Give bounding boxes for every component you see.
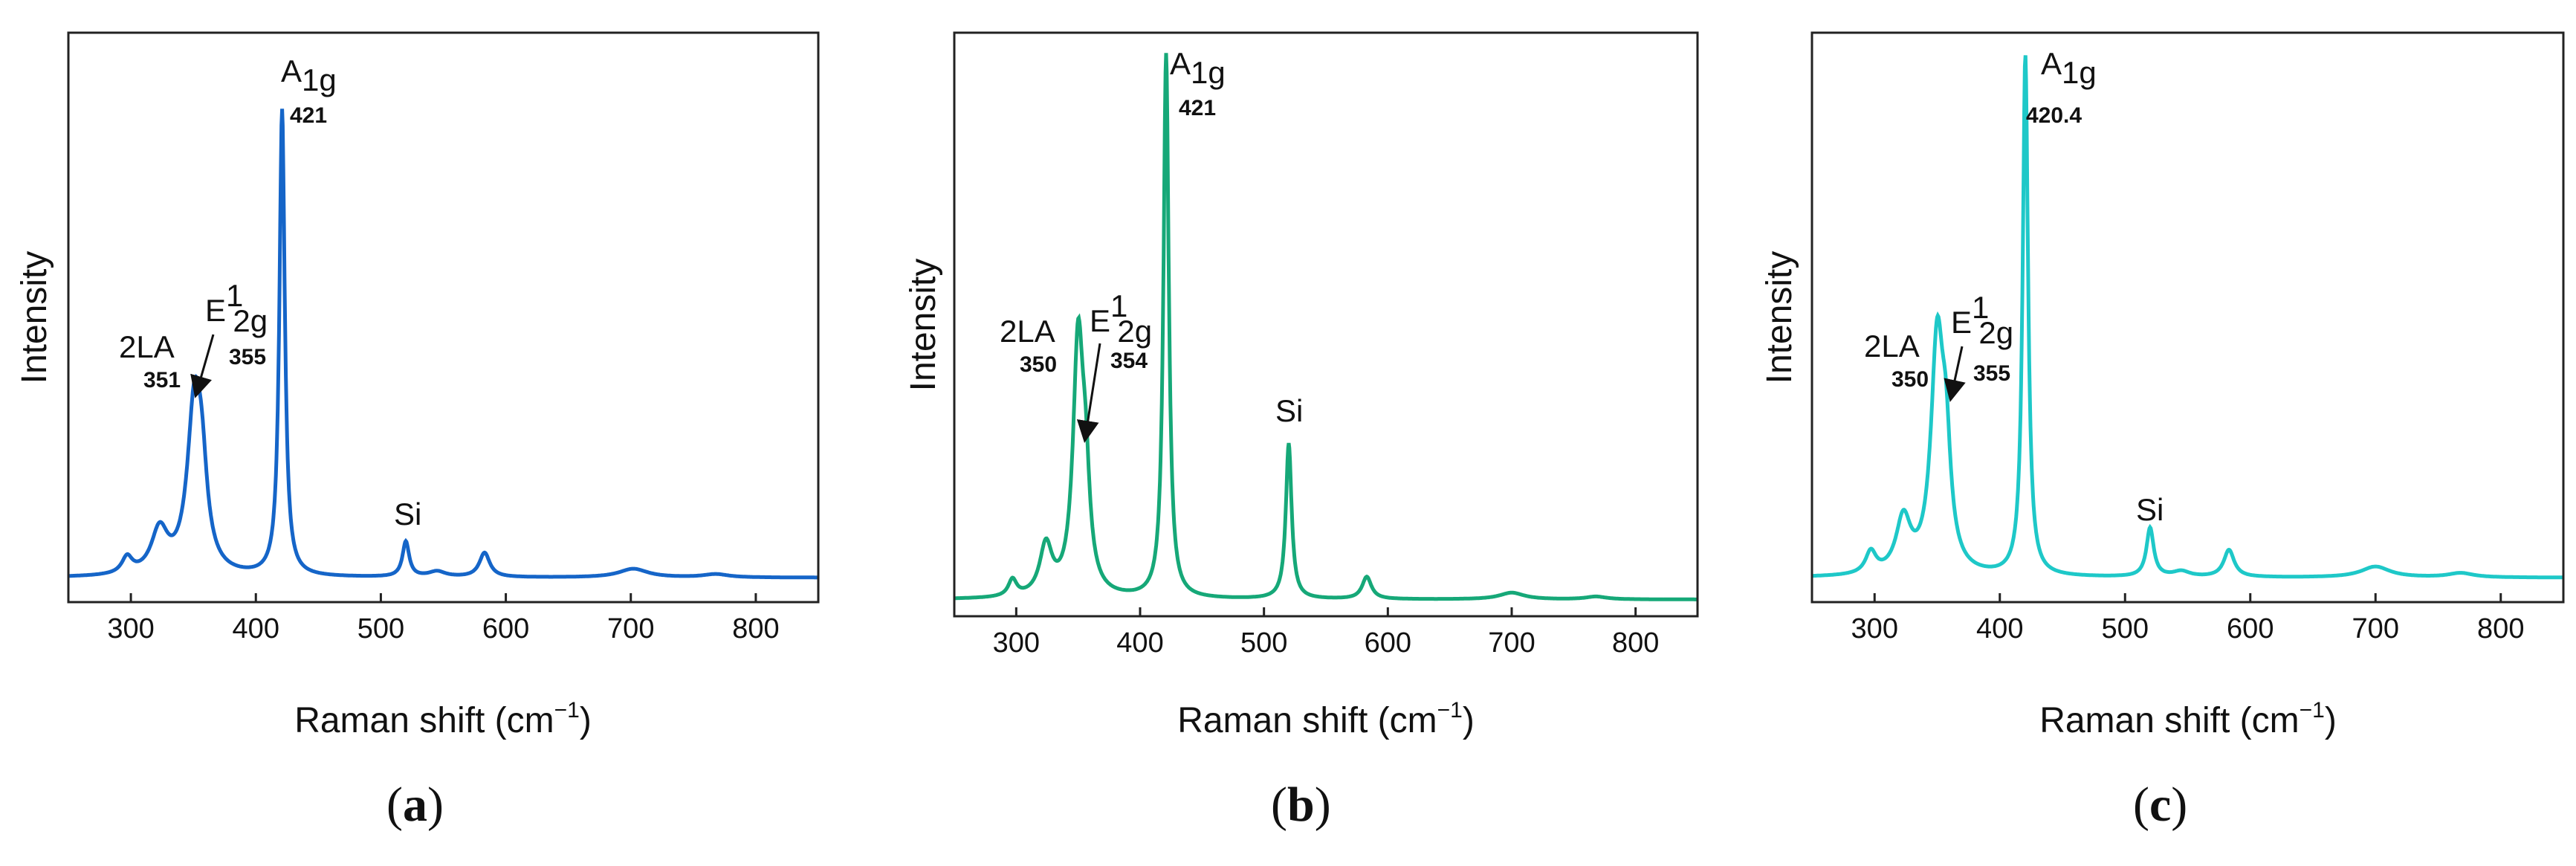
- panel-label-a: (a): [386, 778, 444, 832]
- peak-label-si-a: Si: [394, 497, 421, 531]
- peak-label-2la-b: 2LA: [1000, 314, 1055, 349]
- panel-c: 300 400 500 600 700 800 Intensity Raman shift…: [1760, 31, 2565, 740]
- x-tick-label: 400: [1976, 613, 2023, 644]
- peak-value-2la-b: 350: [1020, 352, 1057, 377]
- peak-label-e2g-c: E1 2g: [1951, 290, 2013, 350]
- peak-label-si-c: Si: [2136, 492, 2164, 527]
- peak-value-2la-c: 350: [1891, 367, 1929, 392]
- peak-label-e2g-a: E1 2g: [205, 278, 268, 338]
- peak-value-2la-a: 351: [143, 368, 181, 392]
- peak-label-a1g-a: A1g: [281, 54, 337, 97]
- x-tick-label: 400: [233, 613, 279, 644]
- panel-label-b: (b): [1271, 778, 1331, 832]
- e2g-arrow-c: [1944, 346, 1966, 402]
- x-axis-label-c: Raman shift (cm−1): [2039, 698, 2337, 740]
- x-tick-label: 500: [1240, 627, 1287, 659]
- x-tick-label: 300: [1851, 613, 1898, 644]
- e2g-arrow-b: [1076, 343, 1101, 443]
- x-tick-label: 300: [993, 627, 1040, 659]
- spectrum-line-c: [1812, 55, 2563, 580]
- peak-label-si-b: Si: [1275, 393, 1303, 428]
- peak-label-2la-c: 2LA: [1864, 329, 1920, 363]
- x-tick-label: 800: [732, 613, 779, 644]
- peak-value-a1g-b: 421: [1179, 96, 1216, 120]
- y-axis-label-b: Intensity: [904, 259, 943, 392]
- x-tick-label: 500: [2102, 613, 2149, 644]
- peak-label-a1g-c: A1g: [2041, 46, 2097, 90]
- peak-label-a1g-b: A1g: [1170, 46, 1226, 90]
- plot-frame-a: [67, 31, 820, 604]
- x-tick-label: 300: [107, 613, 154, 644]
- panel-a: 300 400 500 600 700 800 Intensity Raman shift…: [15, 31, 820, 740]
- x-tick-label: 800: [2477, 613, 2524, 644]
- peak-label-e2g-b: E1 2g: [1090, 288, 1152, 349]
- x-tick-label: 700: [2352, 613, 2399, 644]
- x-tick-label: 400: [1116, 627, 1163, 659]
- x-axis-label-b: Raman shift (cm−1): [1177, 698, 1475, 740]
- x-tick-label: 800: [1612, 627, 1659, 659]
- peak-value-e2g-c: 355: [1973, 361, 2010, 386]
- x-axis-label-a: Raman shift (cm−1): [294, 698, 592, 740]
- x-ticks-c: 300 400 500 600 700 800: [1851, 593, 2524, 644]
- e2g-arrow-a: [190, 334, 215, 398]
- x-tick-label: 600: [2227, 613, 2274, 644]
- x-ticks-b: 300 400 500 600 700 800: [993, 607, 1659, 659]
- peak-value-a1g-c: 420.4: [2026, 103, 2082, 128]
- x-tick-label: 600: [1365, 627, 1411, 659]
- peak-value-e2g-a: 355: [229, 345, 266, 369]
- panel-label-c: (c): [2133, 778, 2188, 832]
- y-axis-label-a: Intensity: [15, 251, 54, 384]
- peak-label-2la-a: 2LA: [119, 329, 175, 364]
- x-tick-label: 700: [607, 613, 654, 644]
- plot-frame-b: [953, 31, 1699, 618]
- panel-b: 300 400 500 600 700 800 Intensity Raman shift…: [904, 31, 1699, 740]
- x-tick-label: 600: [482, 613, 529, 644]
- x-tick-label: 700: [1488, 627, 1535, 659]
- peak-value-e2g-b: 354: [1110, 349, 1148, 373]
- spectrum-line-a: [68, 109, 818, 580]
- peak-value-a1g-a: 421: [290, 103, 327, 128]
- x-ticks-a: 300 400 500 600 700 800: [107, 593, 780, 644]
- plot-frame-c: [1810, 31, 2565, 604]
- spectrum-line-b: [954, 53, 1698, 601]
- y-axis-label-c: Intensity: [1760, 251, 1799, 384]
- x-tick-label: 500: [357, 613, 404, 644]
